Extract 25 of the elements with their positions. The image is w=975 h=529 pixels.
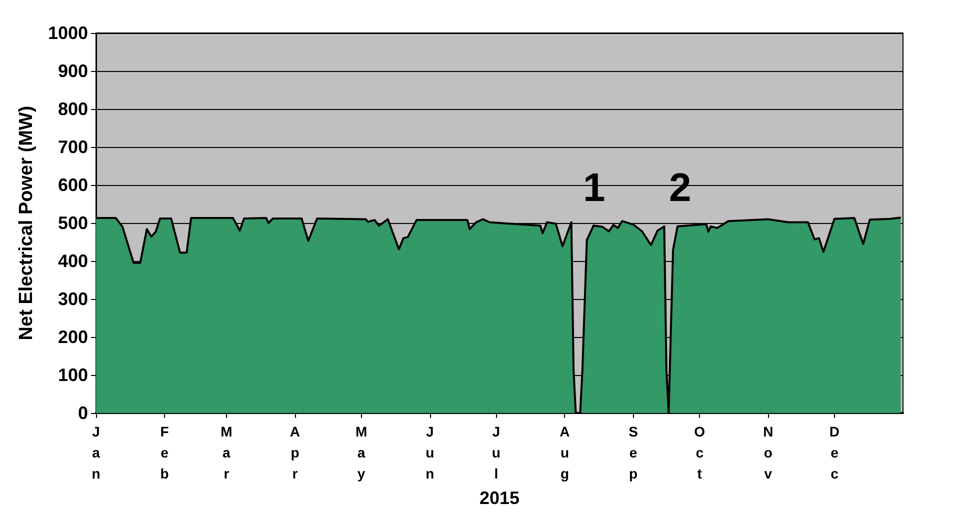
x-tick-label: Oct [694,424,706,482]
y-tick-label: 100 [58,365,88,385]
x-tick-label: Jan [92,424,100,482]
y-tick-label: 500 [58,213,88,233]
x-tick-label: Mar [220,424,232,482]
x-tick-label: Sep [628,424,638,482]
y-axis-title: Net Electrical Power (MW) [16,106,37,340]
x-tick-label: Jun [426,424,434,482]
y-tick-label: 900 [58,61,88,81]
x-tick-label: Aug [560,424,570,482]
x-tick-label: Dec [829,424,840,482]
y-tick-label: 400 [58,251,88,271]
x-axis-title: 2015 [479,488,520,508]
x-tick-label: Apr [290,424,300,482]
y-tick-label: 800 [58,99,88,119]
y-tick-label: 200 [58,327,88,347]
y-tick-label: 0 [78,403,88,423]
y-tick-label: 300 [58,289,88,309]
x-tick-label: Jul [492,424,500,482]
x-tick-label: May [355,424,368,482]
x-tick-label: Feb [160,424,170,482]
y-tick-label: 700 [58,137,88,157]
y-tick-label: 1000 [48,23,88,43]
y-tick-label: 600 [58,175,88,195]
x-tick-label: Nov [763,424,774,482]
